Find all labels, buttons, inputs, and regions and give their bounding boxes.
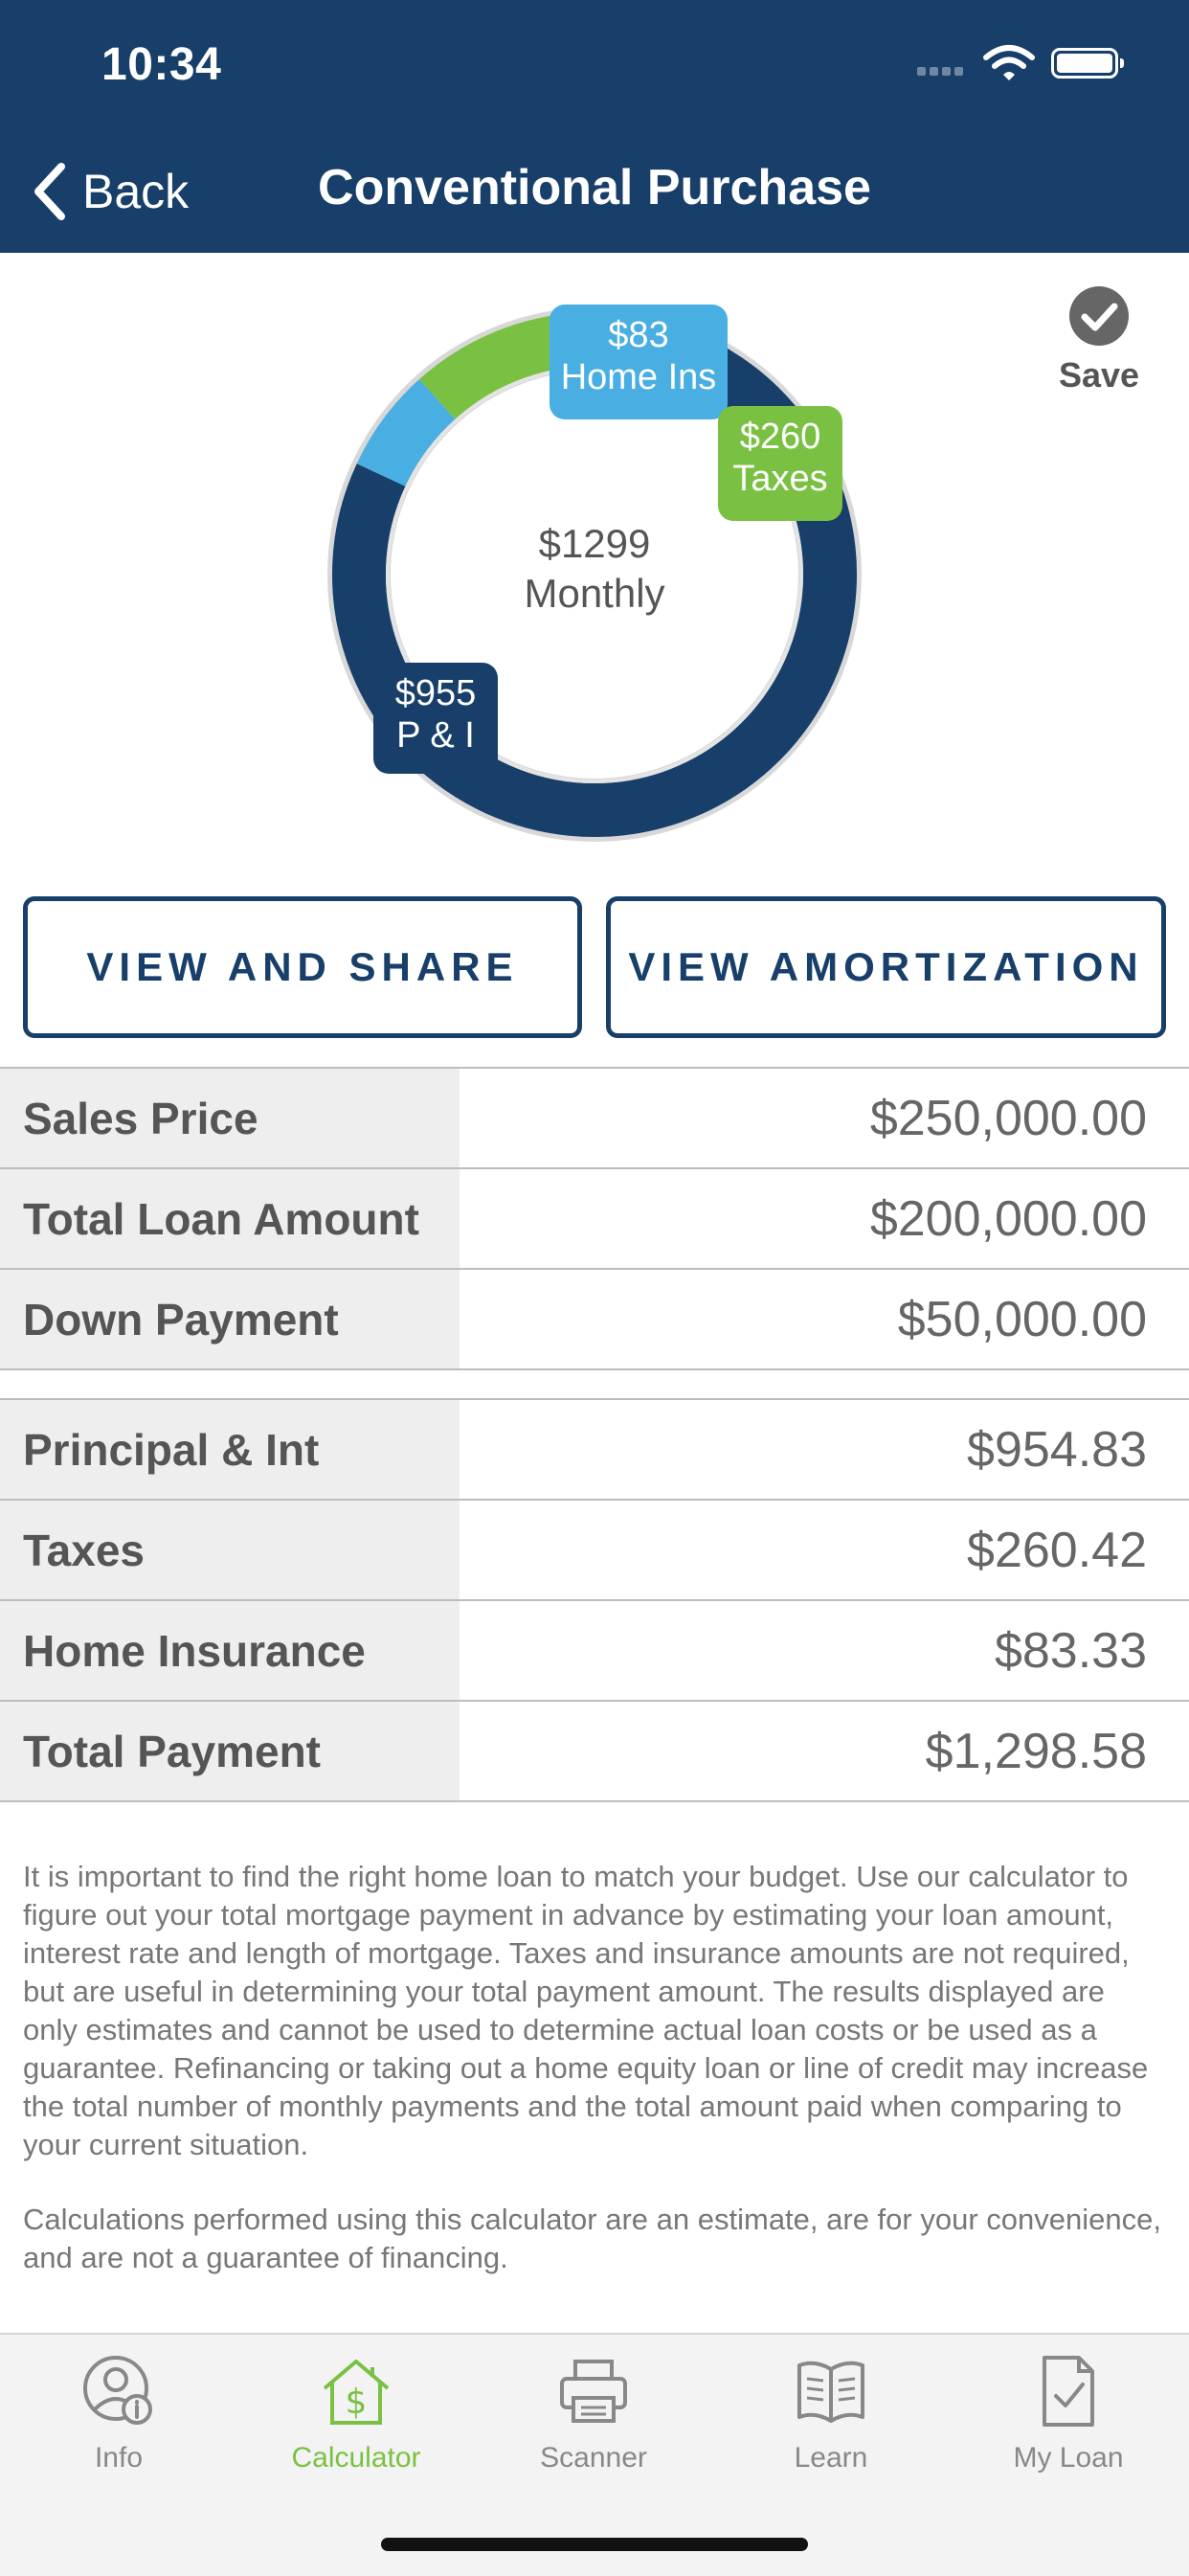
- tab-label: Learn: [794, 2442, 868, 2474]
- cellular-signal-icon: [917, 63, 967, 80]
- row-label: Home Insurance: [0, 1601, 460, 1700]
- row-value: $260.42: [967, 1522, 1147, 1578]
- payment-donut-chart: $1299 Monthly $83 Home Ins $260 Taxes $9…: [0, 253, 1189, 866]
- table-row-principal-int: Principal & Int $954.83: [0, 1398, 1189, 1499]
- taxes-badge: $260 Taxes: [718, 406, 842, 521]
- chevron-left-icon: [34, 163, 65, 220]
- save-label: Save: [1058, 355, 1140, 395]
- pi-badge-value: $955: [394, 673, 477, 713]
- home-ins-badge-value: $83: [608, 315, 669, 355]
- house-dollar-icon: $: [323, 2360, 390, 2425]
- back-button[interactable]: Back: [31, 153, 189, 230]
- home-ins-badge: $83 Home Ins: [550, 305, 728, 419]
- row-value: $954.83: [967, 1421, 1147, 1478]
- tab-scanner[interactable]: Scanner: [475, 2354, 712, 2474]
- donut-center-label: Monthly: [524, 571, 665, 616]
- tab-label: My Loan: [1013, 2442, 1124, 2474]
- tab-learn[interactable]: Learn: [712, 2354, 950, 2474]
- table-row-taxes: Taxes $260.42: [0, 1499, 1189, 1599]
- row-label: Sales Price: [0, 1069, 460, 1167]
- pi-badge-label: P & I: [396, 715, 475, 756]
- tab-info[interactable]: Info: [0, 2354, 237, 2474]
- document-check-icon: [1043, 2356, 1094, 2427]
- tab-calculator[interactable]: $ Calculator: [237, 2354, 475, 2474]
- table-row-total-payment: Total Payment $1,298.58: [0, 1700, 1189, 1802]
- save-button[interactable]: Save: [1053, 285, 1145, 395]
- row-value: $83.33: [994, 1622, 1147, 1679]
- row-value: $1,298.58: [925, 1723, 1147, 1779]
- bottom-tab-bar: Info $ Calculator Scanner: [0, 2333, 1189, 2576]
- view-amortization-button[interactable]: VIEW AMORTIZATION: [606, 896, 1166, 1038]
- disclaimer-paragraph-2: Calculations performed using this calcul…: [23, 2203, 1161, 2274]
- disclaimer-text: It is important to find the right home l…: [23, 1858, 1166, 2314]
- row-label: Down Payment: [0, 1270, 460, 1368]
- view-and-share-button[interactable]: VIEW AND SHARE: [23, 896, 582, 1038]
- status-time: 10:34: [101, 39, 222, 90]
- table-row-sales-price: Sales Price $250,000.00: [0, 1067, 1189, 1167]
- back-label: Back: [82, 165, 190, 218]
- checkmark-circle-icon: [1069, 286, 1129, 346]
- donut-slice-home-ins: [356, 379, 456, 487]
- page-title: Conventional Purchase: [318, 160, 871, 215]
- wifi-icon: [982, 44, 1036, 87]
- row-label: Total Loan Amount: [0, 1169, 460, 1268]
- row-value: $200,000.00: [869, 1190, 1147, 1247]
- printer-icon: [560, 2360, 627, 2423]
- home-ins-badge-label: Home Ins: [560, 357, 717, 397]
- row-value: $250,000.00: [869, 1090, 1147, 1146]
- app-header: 10:34 Back Conventional Purchase: [0, 0, 1189, 253]
- tab-my-loan[interactable]: My Loan: [950, 2354, 1187, 2474]
- table-row-total-loan-amount: Total Loan Amount $200,000.00: [0, 1167, 1189, 1268]
- payment-breakdown-table: Principal & Int $954.83 Taxes $260.42 Ho…: [0, 1398, 1189, 1802]
- disclaimer-paragraph-1: It is important to find the right home l…: [23, 1860, 1149, 2161]
- donut-center-value: $1299: [538, 521, 651, 566]
- row-label: Principal & Int: [0, 1400, 460, 1499]
- row-label: Total Payment: [0, 1702, 460, 1800]
- row-label: Taxes: [0, 1501, 460, 1599]
- tab-label: Calculator: [291, 2442, 421, 2474]
- tab-label: Info: [94, 2442, 144, 2474]
- person-info-icon: [83, 2356, 152, 2425]
- tab-label: Scanner: [540, 2442, 647, 2474]
- row-value: $50,000.00: [897, 1291, 1147, 1347]
- pi-badge: $955 P & I: [373, 663, 498, 774]
- book-icon: [797, 2361, 864, 2423]
- table-row-home-insurance: Home Insurance $83.33: [0, 1599, 1189, 1700]
- taxes-badge-label: Taxes: [732, 459, 828, 499]
- taxes-badge-value: $260: [739, 417, 821, 457]
- battery-icon: [1051, 48, 1124, 79]
- table-row-down-payment: Down Payment $50,000.00: [0, 1268, 1189, 1370]
- svg-text:$: $: [346, 2383, 368, 2422]
- donut-center: $1299 Monthly: [450, 519, 739, 619]
- loan-summary-table: Sales Price $250,000.00 Total Loan Amoun…: [0, 1067, 1189, 1370]
- home-indicator: [381, 2538, 808, 2551]
